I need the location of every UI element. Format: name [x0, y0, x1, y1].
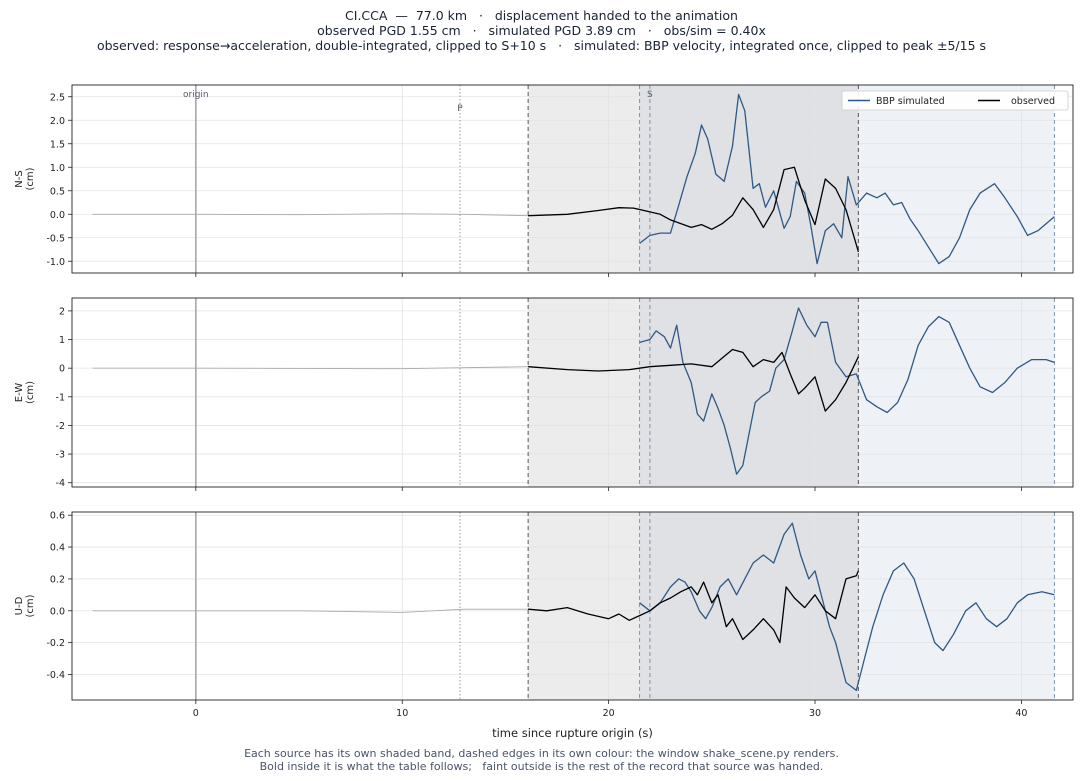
y-tick-label: 0.0	[50, 606, 65, 617]
y-tick-label: -2	[56, 421, 65, 432]
y-tick-label: -0.4	[46, 670, 65, 681]
panel-frame	[71, 84, 1074, 274]
window-overlap-band	[639, 298, 859, 487]
figure-caption: Each source has its own shaded band, das…	[0, 747, 1083, 773]
caption-line-1: Each source has its own shaded band, das…	[244, 747, 839, 760]
y-axis-label-line: E-W	[14, 383, 25, 403]
y-tick-label: 2.0	[50, 116, 65, 127]
y-tick-label: 0.5	[50, 186, 65, 197]
y-tick-label: 0.2	[50, 574, 65, 585]
observed-series-line	[528, 348, 859, 412]
legend-box	[841, 90, 1069, 111]
x-tick-label: 0	[193, 708, 199, 719]
legend-simulated-label: BBP simulated	[876, 96, 945, 107]
figure-titles: CI.CCA — 77.0 km · displacement handed t…	[0, 8, 1083, 53]
y-axis-label-line: (cm)	[25, 594, 36, 617]
y-axis-label: E-W(cm)	[14, 381, 36, 404]
y-axis-label: U-D(cm)	[14, 594, 36, 617]
simulated-series-line	[639, 307, 1055, 475]
x-tick-label: 20	[603, 708, 615, 719]
y-tick-label: -0.2	[46, 638, 65, 649]
panel-frame	[71, 297, 1074, 488]
panel-1: -1.0 -0.5 0.0 0.5 1.0 1.5 2.0 2.5 N-S(cm) origin P…	[14, 84, 1074, 277]
y-axis-label-line: N-S	[14, 170, 25, 187]
y-tick-label: -4	[56, 478, 65, 489]
y-tick-label: 0.6	[50, 511, 65, 522]
panel-2: -4 -3 -2 -1 0 1 2 E-W(cm)	[14, 297, 1074, 491]
legend: BBP simulated observed	[841, 90, 1069, 111]
legend-observed-label: observed	[1011, 96, 1055, 107]
y-tick-label: -3	[56, 450, 65, 461]
observed-series-faint	[92, 608, 529, 613]
p-arrival-label: P	[457, 104, 463, 114]
panel-3: -0.4 -0.2 0.0 0.2 0.4 0.6 U-D(cm) 0 10 20 30 40 time…	[14, 511, 1074, 740]
y-axis-label-line: U-D	[14, 596, 25, 615]
observed-series-line	[528, 166, 860, 252]
simulated-series-line	[639, 93, 1055, 265]
y-tick-label: 2.5	[50, 92, 65, 103]
window-overlap-band	[639, 512, 859, 700]
title-line-3: observed: response→acceleration, double-…	[96, 38, 987, 53]
panel-frame	[71, 511, 1074, 701]
observed-series-faint	[92, 366, 529, 370]
y-tick-label: 0.4	[50, 543, 65, 554]
x-tick-label: 10	[396, 708, 408, 719]
panel-plot-area	[72, 512, 1073, 700]
y-tick-label: 1.5	[50, 139, 65, 150]
y-tick-label: -0.5	[46, 233, 65, 244]
y-axis-label-line: (cm)	[25, 167, 36, 190]
panel-plot-area	[72, 298, 1073, 487]
y-tick-label: 1.0	[50, 163, 65, 174]
y-tick-label: 1	[59, 335, 65, 346]
y-axis-label: N-S(cm)	[14, 167, 36, 190]
y-tick-label: -1	[56, 392, 65, 403]
y-tick-label: 2	[59, 306, 65, 317]
y-tick-label: -1.0	[46, 257, 65, 268]
y-axis-label-line: (cm)	[25, 381, 36, 404]
x-tick-label: 40	[1015, 708, 1027, 719]
caption-line-2: Bold inside it is what the table follows…	[259, 760, 824, 773]
title-line-1: CI.CCA — 77.0 km · displacement handed t…	[345, 8, 738, 23]
window-overlap-band	[639, 85, 859, 273]
origin-marker-label: origin	[183, 90, 209, 100]
y-tick-label: 0.0	[50, 210, 65, 221]
title-line-2: observed PGD 1.55 cm · simulated PGD 3.8…	[317, 23, 766, 38]
observed-series-line	[528, 570, 859, 644]
s-arrival-label: S	[647, 90, 653, 100]
panel-plot-area	[72, 85, 1073, 273]
x-axis-label: time since rupture origin (s)	[492, 726, 653, 740]
x-tick-label: 30	[809, 708, 821, 719]
observed-series-faint	[92, 213, 529, 217]
y-tick-label: 0	[59, 364, 65, 375]
